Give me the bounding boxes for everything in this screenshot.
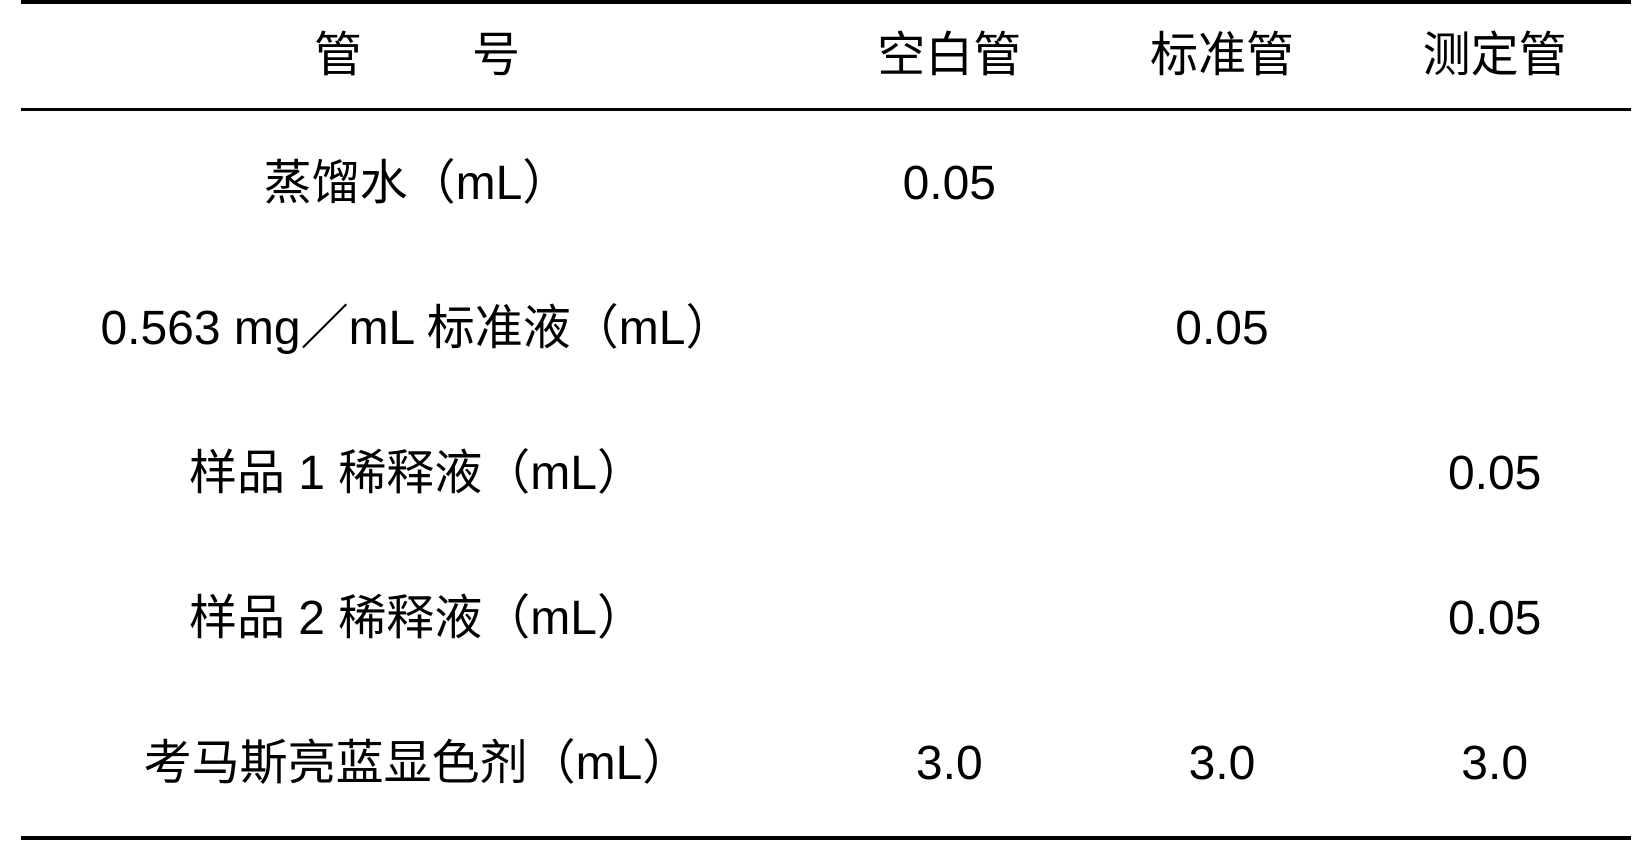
row-cell [813,401,1086,546]
row-label: 0.563 mg／mL 标准液（mL） [21,256,813,401]
row-cell [1086,546,1359,691]
table-body: 蒸馏水（mL） 0.05 0.563 mg／mL 标准液（mL） 0.05 样品… [21,110,1631,839]
table-header: 管号 空白管 标准管 测定管 [21,2,1631,110]
row-label: 样品 2 稀释液（mL） [21,546,813,691]
table-header-row: 管号 空白管 标准管 测定管 [21,2,1631,110]
row-label: 样品 1 稀释液（mL） [21,401,813,546]
row-cell: 0.05 [813,110,1086,257]
row-label: 蒸馏水（mL） [21,110,813,257]
row-cell: 0.05 [1358,546,1631,691]
header-label-char2: 号 [472,29,520,82]
header-label-col: 管号 [21,2,813,110]
row-cell: 0.05 [1358,401,1631,546]
row-cell [1358,256,1631,401]
header-col-measure: 测定管 [1358,2,1631,110]
table-row: 样品 1 稀释液（mL） 0.05 [21,401,1631,546]
row-cell: 0.05 [1086,256,1359,401]
row-cell [1086,401,1359,546]
table-row: 考马斯亮蓝显色剂（mL） 3.0 3.0 3.0 [21,691,1631,838]
row-label: 考马斯亮蓝显色剂（mL） [21,691,813,838]
row-cell: 3.0 [1358,691,1631,838]
assay-table: 管号 空白管 标准管 测定管 蒸馏水（mL） 0.05 0.563 mg／mL … [21,0,1631,840]
row-cell: 3.0 [813,691,1086,838]
row-cell [1086,110,1359,257]
table-row: 样品 2 稀释液（mL） 0.05 [21,546,1631,691]
header-col-blank: 空白管 [813,2,1086,110]
row-cell [813,256,1086,401]
row-cell: 3.0 [1086,691,1359,838]
header-label-char1: 管 [314,29,362,82]
row-cell [1358,110,1631,257]
header-col-standard: 标准管 [1086,2,1359,110]
table-row: 0.563 mg／mL 标准液（mL） 0.05 [21,256,1631,401]
row-cell [813,546,1086,691]
table-row: 蒸馏水（mL） 0.05 [21,110,1631,257]
